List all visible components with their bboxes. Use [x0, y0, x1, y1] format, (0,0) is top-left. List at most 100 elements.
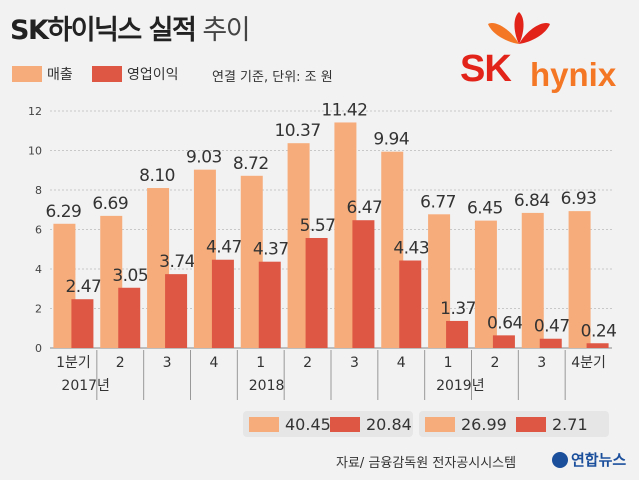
- op-profit-value-label: 0.64: [487, 313, 523, 333]
- x-tick-label: 3: [350, 355, 359, 371]
- y-tick-label: 12: [28, 105, 42, 118]
- total-op-profit-swatch: [516, 417, 546, 432]
- op-profit-value-label: 4.37: [253, 240, 289, 260]
- brand-label: 연합뉴스: [571, 451, 627, 469]
- y-tick-label: 6: [35, 224, 42, 237]
- op-profit-bar: [352, 220, 375, 348]
- revenue-value-label: 6.45: [467, 199, 503, 219]
- revenue-value-label: 8.72: [233, 154, 269, 174]
- revenue-bar: [474, 220, 497, 348]
- legend-op-profit: 영업이익: [92, 65, 179, 83]
- revenue-bar: [147, 188, 170, 348]
- revenue-bar: [521, 212, 544, 348]
- op-profit-value-label: 4.47: [206, 238, 242, 258]
- op-profit-value-label: 6.47: [346, 198, 382, 218]
- total-box: [419, 411, 609, 437]
- legend-op-profit-label: 영업이익: [127, 67, 179, 83]
- op-profit-bar: [71, 299, 94, 348]
- revenue-bar: [240, 175, 263, 348]
- op-profit-value-label: 5.57: [300, 216, 336, 236]
- butterfly-icon: [488, 12, 550, 44]
- x-tick-label: 1: [444, 355, 453, 371]
- op-profit-bar: [492, 335, 515, 348]
- revenue-bar: [334, 122, 357, 348]
- op-profit-bar: [446, 320, 469, 348]
- title-main: SK하이닉스 실적: [10, 15, 197, 46]
- op-profit-bar: [305, 237, 328, 348]
- x-tick-label: 2: [303, 355, 312, 371]
- op-profit-bar: [118, 287, 141, 348]
- total-op-profit-value: 2.71: [552, 415, 588, 434]
- revenue-bar: [428, 214, 451, 348]
- revenue-bar: [100, 215, 123, 348]
- unit-note: 연결 기준, 단위: 조 원: [212, 70, 333, 85]
- op-profit-bar: [539, 338, 562, 348]
- op-profit-bar: [258, 261, 281, 348]
- total-revenue-swatch: [425, 417, 455, 432]
- year-label: 2018: [249, 378, 285, 394]
- total-box: [243, 411, 413, 437]
- op-profit-bar: [586, 343, 609, 348]
- y-tick-label: 8: [35, 184, 42, 197]
- x-tick-label: 4: [397, 355, 406, 371]
- op-profit-bar: [165, 274, 188, 348]
- year-label: 2017년: [61, 378, 110, 394]
- logo-sk-text: SK: [460, 48, 512, 90]
- total-op-profit-swatch: [330, 417, 360, 432]
- total-revenue-value: 26.99: [461, 415, 507, 434]
- revenue-value-label: 8.10: [139, 166, 175, 186]
- op-profit-value-label: 3.74: [159, 252, 195, 272]
- revenue-value-label: 10.37: [274, 121, 320, 141]
- op-profit-value-label: 2.47: [65, 277, 101, 297]
- x-tick-label: 4분기: [571, 355, 606, 371]
- x-tick-label: 3: [163, 355, 172, 371]
- x-tick-label: 2: [490, 355, 499, 371]
- source-note: 자료/ 금융감독원 전자공시시스템: [336, 456, 517, 471]
- op-profit-bar: [211, 259, 234, 348]
- revenue-value-label: 9.03: [186, 148, 222, 168]
- x-tick-label: 1분기: [56, 355, 91, 371]
- page-title: SK하이닉스 실적 추이: [10, 8, 251, 47]
- legend-revenue: 매출: [12, 65, 73, 83]
- x-tick-label: 4: [209, 355, 218, 371]
- legend-op-profit-swatch: [92, 66, 122, 82]
- y-tick-label: 4: [35, 263, 42, 276]
- x-tick-label: 3: [537, 355, 546, 371]
- y-tick-label: 2: [35, 303, 42, 316]
- total-revenue-swatch: [249, 417, 279, 432]
- title-sub: 추이: [202, 15, 250, 46]
- revenue-value-label: 6.77: [420, 192, 456, 212]
- op-profit-value-label: 0.24: [581, 321, 617, 341]
- op-profit-value-label: 1.37: [440, 299, 476, 319]
- op-profit-value-label: 0.47: [534, 317, 570, 337]
- total-op-profit-value: 20.84: [366, 415, 412, 434]
- x-tick-label: 2: [116, 355, 125, 371]
- op-profit-value-label: 3.05: [112, 266, 148, 286]
- op-profit-bar: [399, 260, 422, 348]
- brand-logo: 연합뉴스: [552, 449, 626, 470]
- revenue-value-label: 6.69: [92, 194, 128, 214]
- revenue-bar: [53, 223, 76, 348]
- revenue-bar: [287, 143, 310, 348]
- y-tick-label: 0: [35, 342, 42, 355]
- revenue-bar: [568, 211, 591, 348]
- total-revenue-value: 40.45: [285, 415, 331, 434]
- legend-revenue-swatch: [12, 66, 42, 82]
- brand-icon: [552, 451, 568, 468]
- revenue-value-label: 6.29: [45, 202, 81, 222]
- op-profit-value-label: 4.43: [393, 239, 429, 259]
- revenue-value-label: 9.94: [373, 130, 409, 150]
- year-label: 2019년: [436, 378, 485, 394]
- legend-revenue-label: 매출: [47, 67, 73, 83]
- revenue-bar: [193, 169, 216, 348]
- revenue-value-label: 11.42: [321, 100, 367, 120]
- y-tick-label: 10: [28, 145, 42, 158]
- revenue-bar: [381, 151, 404, 348]
- x-tick-label: 1: [256, 355, 265, 371]
- logo-hynix-text: hynix: [530, 56, 617, 93]
- revenue-value-label: 6.84: [514, 191, 550, 211]
- revenue-value-label: 6.93: [561, 189, 597, 209]
- sk-hynix-logo: SK hynix: [452, 10, 632, 100]
